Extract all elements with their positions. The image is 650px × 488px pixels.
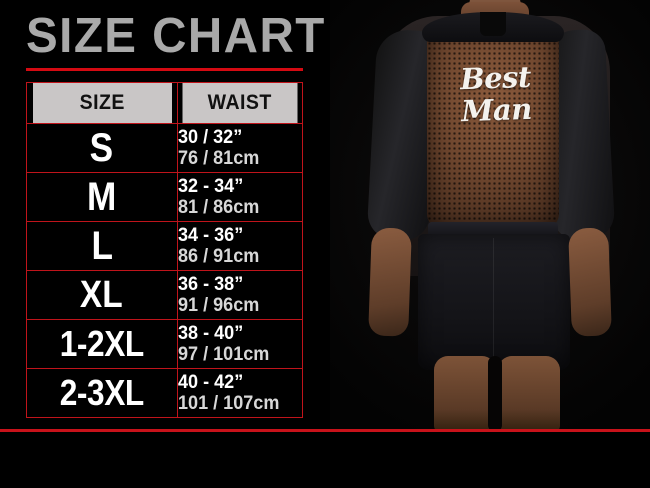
waist-inches: 36 - 38”: [177, 274, 243, 295]
waist-centimeters: 86 / 91cm: [177, 246, 259, 267]
table-row: S 30 / 32” 76 / 81cm: [26, 123, 304, 173]
waist-centimeters: 91 / 96cm: [177, 295, 259, 316]
waist-value: 36 - 38” 91 / 96cm: [176, 270, 304, 320]
waist-inches: 40 - 42”: [177, 372, 243, 393]
waist-centimeters: 97 / 101cm: [177, 344, 269, 365]
waist-centimeters: 81 / 86cm: [177, 197, 259, 218]
waist-value: 34 - 36” 86 / 91cm: [176, 221, 304, 271]
page-title: SIZE CHART: [26, 9, 326, 63]
waist-centimeters: 76 / 81cm: [177, 148, 259, 169]
size-value: 2-3XL: [26, 368, 178, 418]
size-chart-panel: SIZE CHART SIZE WAIST S 30 / 32” 76 / 81…: [0, 0, 330, 430]
waist-value: 30 / 32” 76 / 81cm: [176, 123, 304, 173]
table-row: M 32 - 34” 81 / 86cm: [26, 172, 304, 222]
footer-divider: [0, 429, 650, 432]
table-row: XL 36 - 38” 91 / 96cm: [26, 270, 304, 320]
table-row: 1-2XL 38 - 40” 97 / 101cm: [26, 319, 304, 369]
table-row: L 34 - 36” 86 / 91cm: [26, 221, 304, 271]
skirt-seam: [493, 238, 494, 366]
size-value: S: [26, 123, 178, 173]
mesh-texture: [427, 26, 559, 228]
waist-centimeters: 101 / 107cm: [177, 393, 279, 414]
garment-graphic-text: Best Man: [459, 59, 533, 129]
column-header-waist: WAIST: [180, 82, 299, 124]
size-label: XL: [80, 273, 124, 316]
title-underline: [26, 68, 303, 71]
model-forearm-right: [568, 227, 612, 337]
size-label: L: [91, 224, 113, 268]
size-value: 1-2XL: [26, 319, 178, 369]
size-label: M: [87, 175, 117, 219]
table-header-row: SIZE WAIST: [27, 82, 303, 124]
waist-inches: 30 / 32”: [177, 127, 242, 148]
waist-inches: 38 - 40”: [177, 323, 243, 344]
waist-value: 40 - 42” 101 / 107cm: [176, 368, 304, 418]
size-label: 2-3XL: [59, 371, 145, 413]
garment-skirt: [418, 234, 570, 370]
size-label: S: [90, 126, 114, 170]
size-value: L: [26, 221, 178, 271]
size-value: XL: [26, 270, 178, 320]
size-table: SIZE WAIST S 30 / 32” 76 / 81cm M 32 - 3…: [26, 82, 304, 418]
garment-mesh-back-panel: [427, 26, 559, 228]
footer: CandyMan FASHION: [0, 432, 650, 488]
waist-value: 38 - 40” 97 / 101cm: [176, 319, 304, 369]
waist-inches: 34 - 36”: [177, 225, 243, 246]
size-value: M: [26, 172, 178, 222]
model-forearm-left: [368, 227, 412, 337]
product-photo: Best Man: [330, 0, 650, 430]
column-header-size: SIZE: [31, 82, 173, 124]
waist-value: 32 - 34” 81 / 86cm: [176, 172, 304, 222]
garment-collar-notch: [480, 12, 506, 36]
model-thigh-left: [434, 356, 496, 430]
table-row: 2-3XL 40 - 42” 101 / 107cm: [26, 368, 304, 418]
model-thigh-right: [498, 356, 560, 430]
size-label: 1-2XL: [59, 322, 145, 364]
waist-inches: 32 - 34”: [177, 176, 243, 197]
model-leg-gap: [488, 356, 502, 430]
